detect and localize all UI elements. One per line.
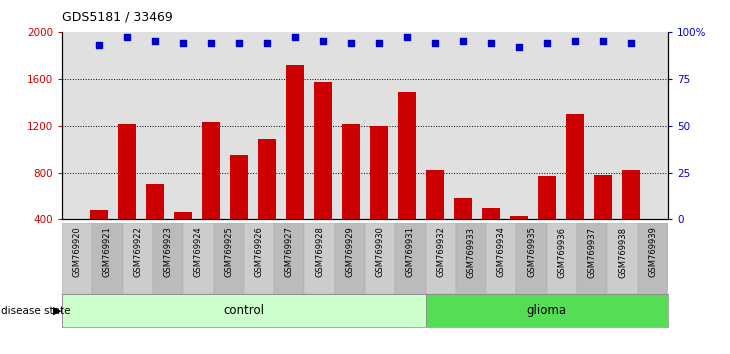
Point <box>429 40 441 46</box>
Bar <box>482 208 500 266</box>
Text: GSM769933: GSM769933 <box>466 227 475 278</box>
Text: disease state: disease state <box>1 306 70 316</box>
Text: glioma: glioma <box>527 304 566 317</box>
Bar <box>607 223 638 294</box>
Bar <box>426 170 444 266</box>
Bar <box>342 125 360 266</box>
Bar <box>304 223 335 294</box>
Bar <box>622 170 640 266</box>
Text: GDS5181 / 33469: GDS5181 / 33469 <box>62 11 173 24</box>
Text: GSM769928: GSM769928 <box>315 227 324 278</box>
Point <box>626 40 637 46</box>
Bar <box>286 65 304 266</box>
Point <box>261 40 273 46</box>
Bar <box>594 175 612 266</box>
Bar <box>274 223 304 294</box>
Text: control: control <box>223 304 264 317</box>
Point <box>149 38 161 44</box>
Bar <box>314 82 332 266</box>
Bar <box>153 223 183 294</box>
Bar <box>183 223 214 294</box>
Bar <box>426 294 668 327</box>
Point <box>542 40 553 46</box>
Bar <box>123 223 153 294</box>
Point <box>402 35 413 40</box>
Text: GSM769938: GSM769938 <box>618 227 627 278</box>
Point <box>317 38 328 44</box>
Bar <box>566 114 584 266</box>
Bar <box>454 198 472 266</box>
Point <box>597 38 609 44</box>
Text: GSM769935: GSM769935 <box>527 227 536 278</box>
Text: GSM769923: GSM769923 <box>164 227 172 278</box>
Bar <box>396 223 426 294</box>
Bar <box>62 223 93 294</box>
Point <box>513 44 525 50</box>
Text: GSM769924: GSM769924 <box>194 227 203 277</box>
Point <box>93 42 104 48</box>
Text: GSM769932: GSM769932 <box>437 227 445 278</box>
Bar <box>214 223 244 294</box>
Bar <box>510 216 529 266</box>
Bar <box>517 223 547 294</box>
Bar <box>62 294 426 327</box>
Bar <box>93 223 123 294</box>
Bar <box>230 155 248 266</box>
Bar <box>398 92 416 266</box>
Bar <box>146 184 164 266</box>
Bar <box>258 138 276 266</box>
Text: GSM769937: GSM769937 <box>588 227 596 278</box>
Bar <box>426 223 456 294</box>
Point <box>233 40 245 46</box>
Bar <box>335 223 365 294</box>
Text: GSM769930: GSM769930 <box>376 227 385 278</box>
Bar <box>577 223 607 294</box>
Bar <box>538 176 556 266</box>
Text: GSM769929: GSM769929 <box>345 227 354 277</box>
Point <box>457 38 469 44</box>
Text: GSM769939: GSM769939 <box>648 227 657 278</box>
Text: GSM769934: GSM769934 <box>497 227 506 278</box>
Bar <box>370 126 388 266</box>
Bar <box>547 223 577 294</box>
Bar <box>456 223 486 294</box>
Text: GSM769921: GSM769921 <box>103 227 112 277</box>
Bar <box>638 223 668 294</box>
Bar <box>118 125 136 266</box>
Bar <box>174 212 192 266</box>
Point <box>373 40 385 46</box>
Text: GSM769922: GSM769922 <box>134 227 142 277</box>
Text: GSM769927: GSM769927 <box>285 227 293 278</box>
Point <box>569 38 581 44</box>
Point <box>121 35 133 40</box>
Point <box>289 35 301 40</box>
Bar <box>244 223 274 294</box>
Point <box>485 40 497 46</box>
Point <box>345 40 357 46</box>
Bar <box>201 122 220 266</box>
Text: GSM769931: GSM769931 <box>406 227 415 278</box>
Text: GSM769936: GSM769936 <box>558 227 566 278</box>
Text: GSM769925: GSM769925 <box>224 227 233 277</box>
Text: GSM769926: GSM769926 <box>255 227 264 278</box>
Bar <box>365 223 396 294</box>
Bar <box>486 223 517 294</box>
Bar <box>90 210 108 266</box>
Text: ▶: ▶ <box>53 306 61 316</box>
Point <box>205 40 217 46</box>
Text: GSM769920: GSM769920 <box>73 227 82 277</box>
Point <box>177 40 188 46</box>
